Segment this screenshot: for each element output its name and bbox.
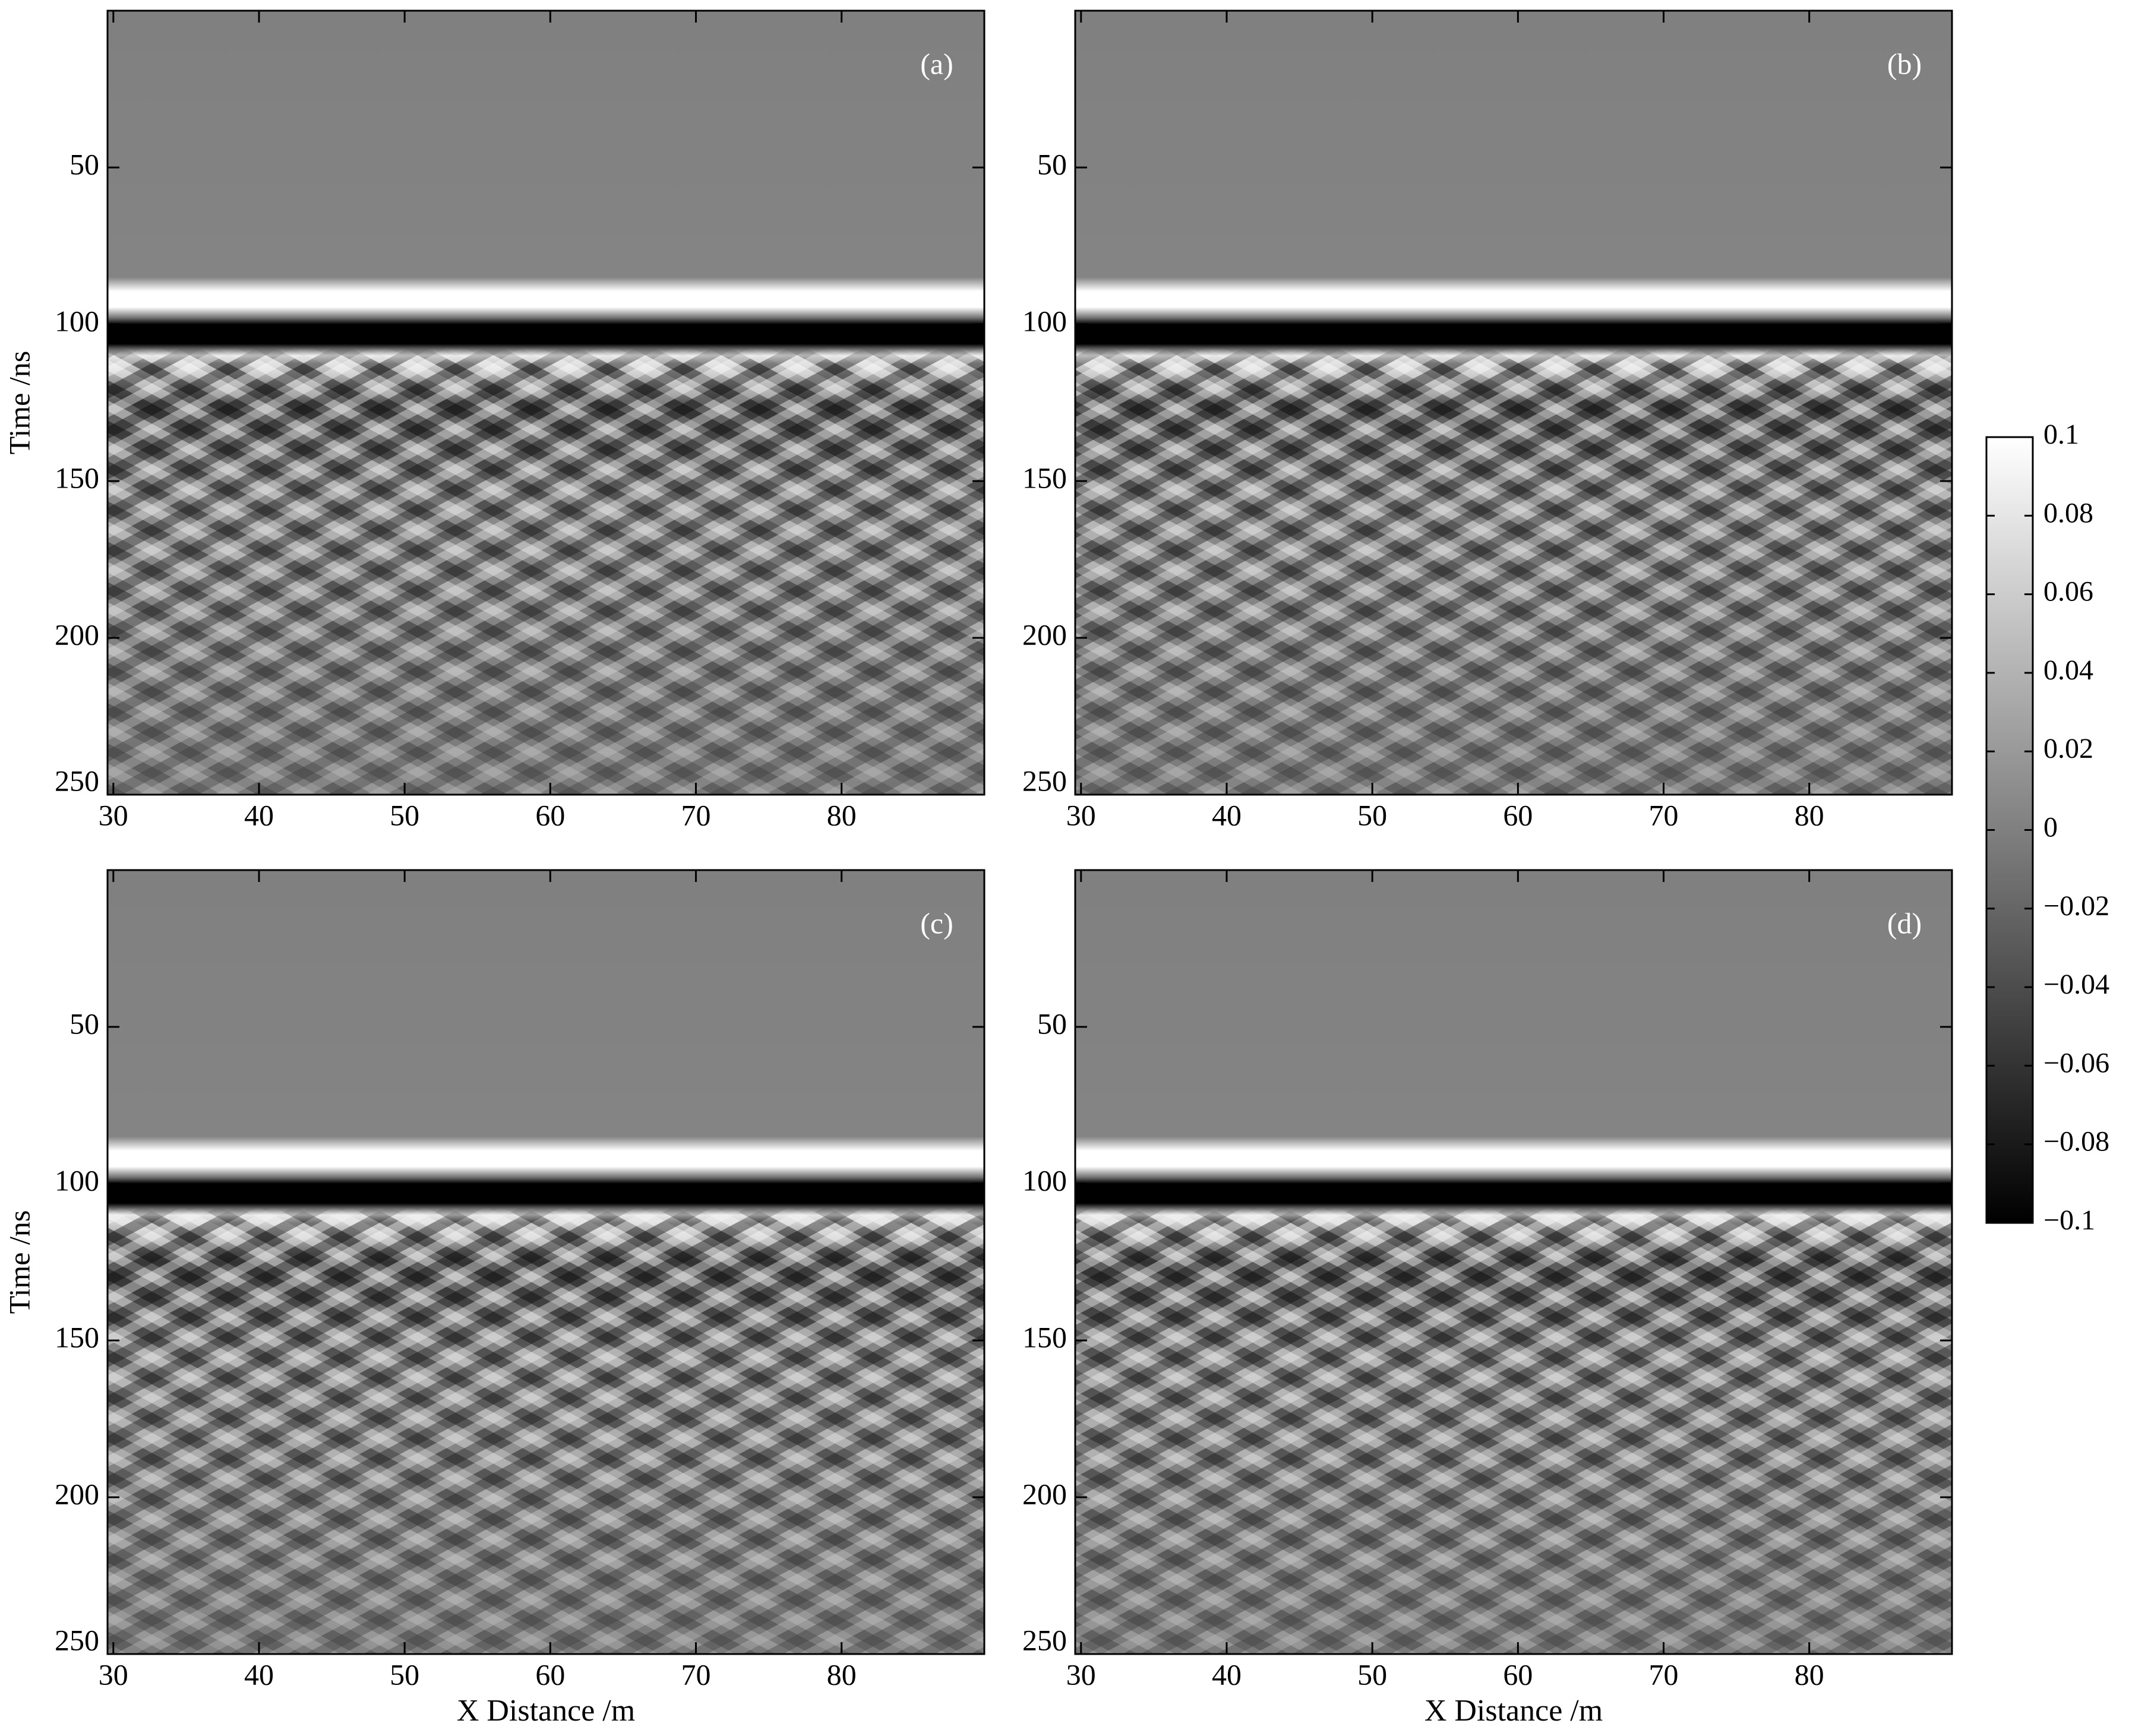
y-axis-label: Time /ns	[2, 1210, 36, 1314]
x-tick-label: 30	[99, 798, 128, 831]
axes-frame	[106, 869, 985, 1655]
y-axis-label: Time /ns	[2, 351, 36, 455]
y-tick-label: 150	[1022, 461, 1067, 494]
x-tick-label: 50	[390, 798, 419, 831]
texture	[108, 870, 984, 1654]
x-tick-label: 70	[681, 798, 711, 831]
colorbar-tick-label: −0.08	[2043, 1126, 2109, 1158]
y-tick-label: 150	[55, 1320, 99, 1354]
image-texture	[108, 11, 984, 795]
y-tick-label: 50	[70, 1007, 99, 1040]
colorbar-tick-label: 0.06	[2043, 576, 2093, 608]
axes-frame	[1074, 869, 1953, 1655]
colorbar-tick-label: −0.02	[2043, 890, 2109, 922]
panel-label: (c)	[920, 906, 953, 940]
y-tick-label: 100	[55, 1163, 99, 1197]
x-tick-label: 50	[1357, 798, 1387, 831]
y-tick-label: 100	[1022, 1163, 1067, 1197]
x-tick-label: 70	[681, 1658, 711, 1691]
x-tick-label: 80	[1795, 1658, 1824, 1691]
panel: 30 40 50 60 70 80 50 100 150 200 250 (d) X Distance …	[1022, 869, 1953, 1728]
x-tick-label: 60	[1503, 1658, 1533, 1691]
image-texture	[108, 870, 984, 1654]
axes-frame	[106, 10, 985, 796]
colorbar-tick-label: 0	[2043, 812, 2058, 843]
panel: 30 40 50 60 70 80 50 100 150 200 250 (b)	[1022, 10, 1953, 831]
x-tick-label: 40	[1212, 798, 1242, 831]
panel-label: (a)	[920, 47, 953, 80]
y-tick-label: 100	[1022, 304, 1067, 337]
y-tick-label: 100	[55, 304, 99, 337]
image-texture	[1075, 11, 1952, 795]
x-axis-label: X Distance /m	[1424, 1694, 1603, 1728]
y-tick-label: 150	[1022, 1320, 1067, 1354]
x-tick-label: 40	[244, 798, 274, 831]
colorbar-tick-label: 0.08	[2043, 497, 2093, 529]
x-tick-label: 40	[1212, 1658, 1242, 1691]
x-tick-label: 80	[827, 798, 857, 831]
y-tick-label: 200	[55, 1477, 99, 1510]
y-tick-label: 200	[55, 618, 99, 651]
panel-label: (b)	[1887, 47, 1922, 80]
x-tick-label: 30	[1066, 1658, 1096, 1691]
x-tick-label: 80	[827, 1658, 857, 1691]
colorbar: 0.1 0.08 0.06 0.04 0.02 0 −0.02 −0.04 −0.06 −0.08…	[1985, 419, 2109, 1236]
x-tick-label: 40	[244, 1658, 274, 1691]
x-tick-label: 50	[1357, 1658, 1387, 1691]
axes-frame	[1074, 10, 1953, 796]
y-tick-label: 250	[55, 764, 99, 797]
colorbar-tick-label: −0.1	[2043, 1204, 2095, 1236]
texture	[1075, 870, 1952, 1654]
colorbar-tick-label: −0.06	[2043, 1047, 2109, 1079]
x-tick-label: 60	[1503, 798, 1533, 831]
x-tick-label: 60	[535, 798, 565, 831]
x-axis-label: X Distance /m	[457, 1694, 635, 1728]
x-tick-label: 70	[1649, 1658, 1679, 1691]
panel: 30 40 50 60 70 80 50 100 150 200 250 (a) Time /ns	[2, 10, 985, 831]
y-tick-label: 150	[55, 461, 99, 494]
y-tick-label: 250	[1022, 1623, 1067, 1656]
y-tick-label: 250	[1022, 764, 1067, 797]
panel-label: (d)	[1887, 906, 1922, 940]
y-tick-label: 200	[1022, 1477, 1067, 1510]
colorbar-tick-label: 0.1	[2043, 419, 2079, 450]
y-tick-label: 50	[1037, 147, 1067, 181]
x-tick-label: 60	[535, 1658, 565, 1691]
y-tick-label: 250	[55, 1623, 99, 1656]
colorbar-tick-label: −0.04	[2043, 969, 2109, 1000]
texture	[108, 11, 984, 795]
image-texture	[1075, 870, 1952, 1654]
x-tick-label: 80	[1795, 798, 1824, 831]
colorbar-tick-label: 0.02	[2043, 733, 2093, 764]
x-tick-label: 70	[1649, 798, 1679, 831]
x-tick-label: 30	[1066, 798, 1096, 831]
panel: 30 40 50 60 70 80 50 100 150 200 250 (c) Time /ns X D…	[2, 869, 985, 1728]
x-tick-label: 50	[390, 1658, 419, 1691]
colorbar-tick-label: 0.04	[2043, 654, 2093, 686]
y-tick-label: 200	[1022, 618, 1067, 651]
texture	[1075, 11, 1952, 795]
x-tick-label: 30	[99, 1658, 128, 1691]
y-tick-label: 50	[1037, 1007, 1067, 1040]
y-tick-label: 50	[70, 147, 99, 181]
